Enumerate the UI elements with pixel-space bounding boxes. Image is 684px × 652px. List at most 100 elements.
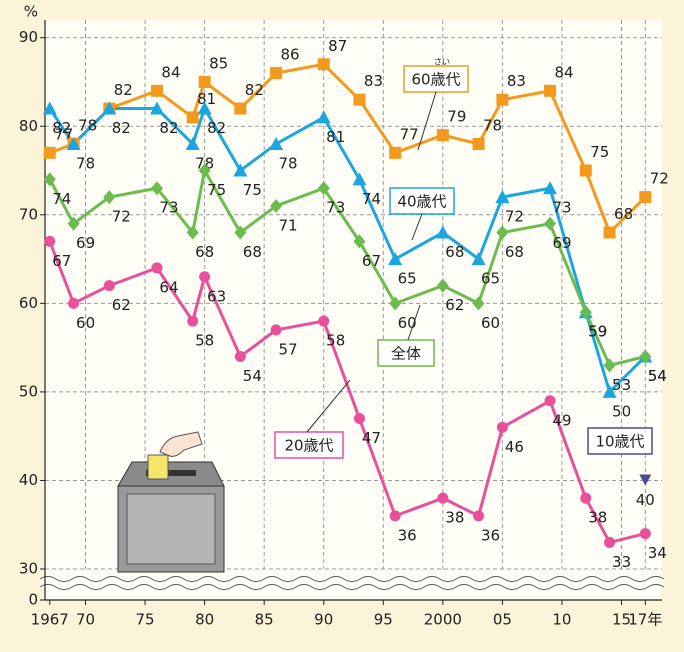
point xyxy=(318,58,330,70)
point xyxy=(44,236,55,247)
y-unit: % xyxy=(24,3,38,21)
value-label: 75 xyxy=(590,143,609,161)
x-tick-label: 80 xyxy=(195,611,214,629)
value-label: 54 xyxy=(243,367,262,385)
value-label: 82 xyxy=(245,81,264,99)
point xyxy=(199,76,211,88)
value-label: 68 xyxy=(195,243,214,261)
value-label: 33 xyxy=(612,553,631,571)
value-label: 63 xyxy=(207,287,226,305)
value-label: 46 xyxy=(505,438,524,456)
y-tick-label: 50 xyxy=(19,382,38,400)
point xyxy=(104,280,115,291)
value-label: 36 xyxy=(481,526,500,544)
point xyxy=(473,138,485,150)
value-label: 72 xyxy=(112,208,131,226)
value-label: 68 xyxy=(505,243,524,261)
value-label: 40 xyxy=(636,491,655,509)
y-tick-label: 40 xyxy=(19,471,38,489)
point xyxy=(640,528,651,539)
point xyxy=(389,147,401,159)
value-label: 69 xyxy=(552,234,571,252)
value-label: 50 xyxy=(612,402,631,420)
value-label: 84 xyxy=(554,63,573,81)
point xyxy=(199,271,210,282)
point xyxy=(604,537,615,548)
value-label: 38 xyxy=(588,509,607,527)
point xyxy=(235,351,246,362)
series-label: 60歳代 xyxy=(411,71,460,89)
value-label: 68 xyxy=(445,243,464,261)
value-label: 78 xyxy=(483,116,502,134)
x-tick-label: 75 xyxy=(136,611,155,629)
value-label: 73 xyxy=(159,199,178,217)
point xyxy=(437,129,449,141)
y-tick-label: 60 xyxy=(19,294,38,312)
value-label: 36 xyxy=(398,526,417,544)
value-label: 82 xyxy=(159,119,178,137)
value-label: 62 xyxy=(445,296,464,314)
value-label: 78 xyxy=(279,154,298,172)
value-label: 75 xyxy=(207,181,226,199)
value-label: 84 xyxy=(161,63,180,81)
point xyxy=(187,111,199,123)
value-label: 53 xyxy=(612,376,631,394)
value-label: 81 xyxy=(326,128,345,146)
x-tick-label: 95 xyxy=(374,611,393,629)
point xyxy=(234,103,246,115)
point xyxy=(496,94,508,106)
value-label: 69 xyxy=(76,234,95,252)
point xyxy=(151,262,162,273)
point xyxy=(270,67,282,79)
point xyxy=(68,298,79,309)
value-label: 82 xyxy=(114,81,133,99)
value-label: 75 xyxy=(243,181,262,199)
series-label: 40歳代 xyxy=(397,193,446,211)
value-label: 73 xyxy=(552,199,571,217)
value-label: 62 xyxy=(112,296,131,314)
value-label: 38 xyxy=(445,509,464,527)
point xyxy=(390,510,401,521)
point xyxy=(353,94,365,106)
x-tick-label: 2000 xyxy=(424,611,462,629)
value-label: 65 xyxy=(398,270,417,288)
value-label: 54 xyxy=(648,367,667,385)
point xyxy=(151,85,163,97)
value-label: 64 xyxy=(159,278,178,296)
value-label: 78 xyxy=(78,116,97,134)
point xyxy=(545,395,556,406)
series-label: 20歳代 xyxy=(284,437,333,455)
value-label: 82 xyxy=(207,119,226,137)
chart: % 77788284818582868783777978838475687282… xyxy=(0,0,684,652)
y-tick-label: 0 xyxy=(28,591,38,609)
y-tick-label: 30 xyxy=(19,560,38,578)
point xyxy=(580,165,592,177)
point xyxy=(44,147,56,159)
point xyxy=(318,316,329,327)
value-label: 49 xyxy=(552,411,571,429)
x-tick-label: 70 xyxy=(76,611,95,629)
point xyxy=(544,85,556,97)
point xyxy=(473,510,484,521)
point xyxy=(354,413,365,424)
x-tick-label: 1967 xyxy=(31,611,69,629)
point xyxy=(187,316,198,327)
value-label: 78 xyxy=(76,154,95,172)
point xyxy=(437,493,448,504)
value-label: 47 xyxy=(362,429,381,447)
value-label: 58 xyxy=(195,332,214,350)
point xyxy=(639,191,651,203)
x-tick-label: 85 xyxy=(255,611,274,629)
value-label: 57 xyxy=(279,340,298,358)
value-label: 60 xyxy=(76,314,95,332)
x-tick-label: 90 xyxy=(314,611,333,629)
value-label: 74 xyxy=(52,190,71,208)
value-label: 60 xyxy=(481,314,500,332)
value-label: 58 xyxy=(326,332,345,350)
point xyxy=(497,422,508,433)
value-label: 87 xyxy=(328,37,347,55)
value-label: 86 xyxy=(281,46,300,64)
value-label: 82 xyxy=(52,119,71,137)
value-label: 81 xyxy=(197,90,216,108)
value-label: 77 xyxy=(400,125,419,143)
